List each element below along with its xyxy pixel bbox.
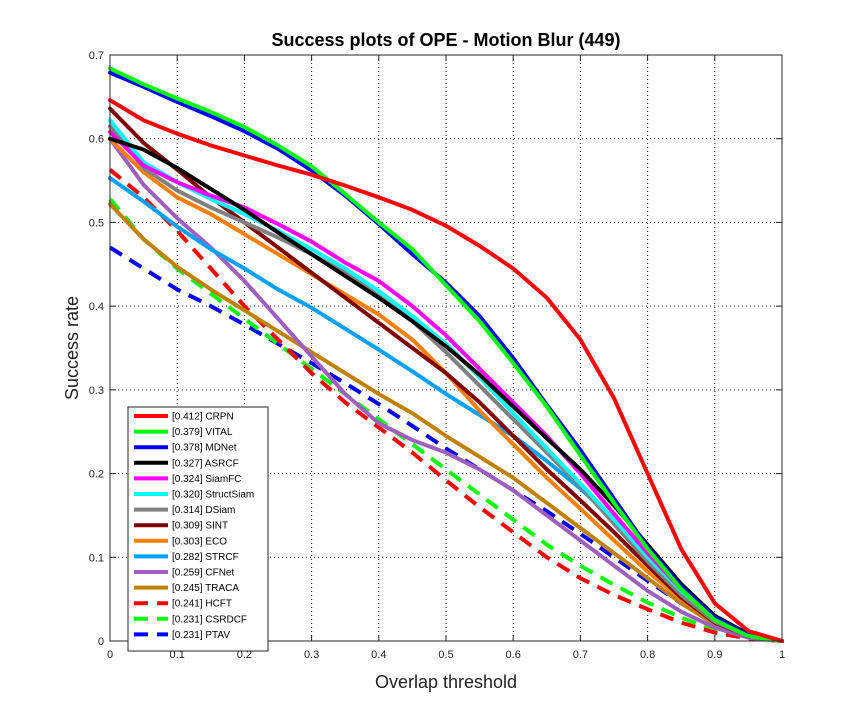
y-tick-label: 0.1 (89, 552, 104, 564)
y-axis-ticks: 0 0.1 0.2 0.3 0.4 0.5 0.6 0.7 (89, 50, 782, 648)
legend-entry: [0.412] CRPN (172, 412, 234, 423)
legend-entry: [0.378] MDNet (172, 443, 237, 454)
legend-entry: [0.231] CSRDCF (172, 614, 247, 625)
legend-entry: [0.320] StructSiam (172, 490, 254, 501)
x-tick-label: 1 (779, 649, 785, 661)
series-line-14 (108, 245, 783, 643)
series-line-10 (108, 136, 784, 643)
legend-entry: [0.314] DSiam (172, 505, 235, 516)
x-tick-label: 0.1 (170, 649, 185, 661)
legend-entry: [0.282] STRCF (172, 552, 239, 563)
legend-entry: [0.231] PTAV (172, 630, 230, 641)
x-tick-label: 0.9 (707, 649, 722, 661)
legend-entry: [0.241] HCFT (172, 599, 232, 610)
x-tick-label: 0.4 (371, 649, 386, 661)
chart-title: Success plots of OPE - Motion Blur (449) (271, 30, 620, 50)
y-tick-label: 0.7 (89, 50, 104, 62)
series-line-13 (108, 197, 783, 643)
series-line-1 (108, 66, 784, 643)
legend-entry: [0.327] ASRCF (172, 458, 239, 469)
series-line-0 (108, 98, 784, 643)
legend: [0.412] CRPN [0.379] VITAL [0.378] MDNet [0… (127, 406, 269, 652)
y-tick-label: 0.3 (89, 385, 104, 397)
x-tick-label: 0.5 (438, 649, 453, 661)
y-tick-label: 0.2 (89, 469, 104, 481)
legend-entry: [0.303] ECO (172, 536, 227, 547)
x-axis-label: Overlap threshold (375, 672, 517, 692)
y-tick-label: 0.4 (89, 301, 104, 313)
x-tick-label: 0.8 (640, 649, 655, 661)
series-layer (108, 66, 784, 643)
x-tick-label: 0.3 (304, 649, 319, 661)
x-tick-label: 0.7 (573, 649, 588, 661)
y-tick-label: 0.6 (89, 134, 104, 146)
y-tick-label: 0.5 (89, 217, 104, 229)
series-line-12 (108, 168, 783, 643)
y-tick-label: 0 (98, 636, 104, 648)
legend-entry: [0.379] VITAL (172, 427, 233, 438)
series-line-6 (108, 124, 784, 643)
series-line-11 (108, 202, 784, 643)
legend-entry: [0.324] SiamFC (172, 474, 241, 485)
legend-entry: [0.309] SINT (172, 521, 228, 532)
legend-entry: [0.245] TRACA (172, 583, 239, 594)
legend-entry: [0.259] CFNet (172, 568, 234, 579)
x-tick-label: 0 (107, 649, 113, 661)
x-tick-label: 0.2 (237, 649, 252, 661)
x-axis-ticks: 0 0.1 0.2 0.3 0.4 0.5 0.6 0.7 0.8 0.9 1 (107, 55, 785, 661)
y-axis-label: Success rate (62, 296, 82, 400)
x-tick-label: 0.6 (506, 649, 521, 661)
